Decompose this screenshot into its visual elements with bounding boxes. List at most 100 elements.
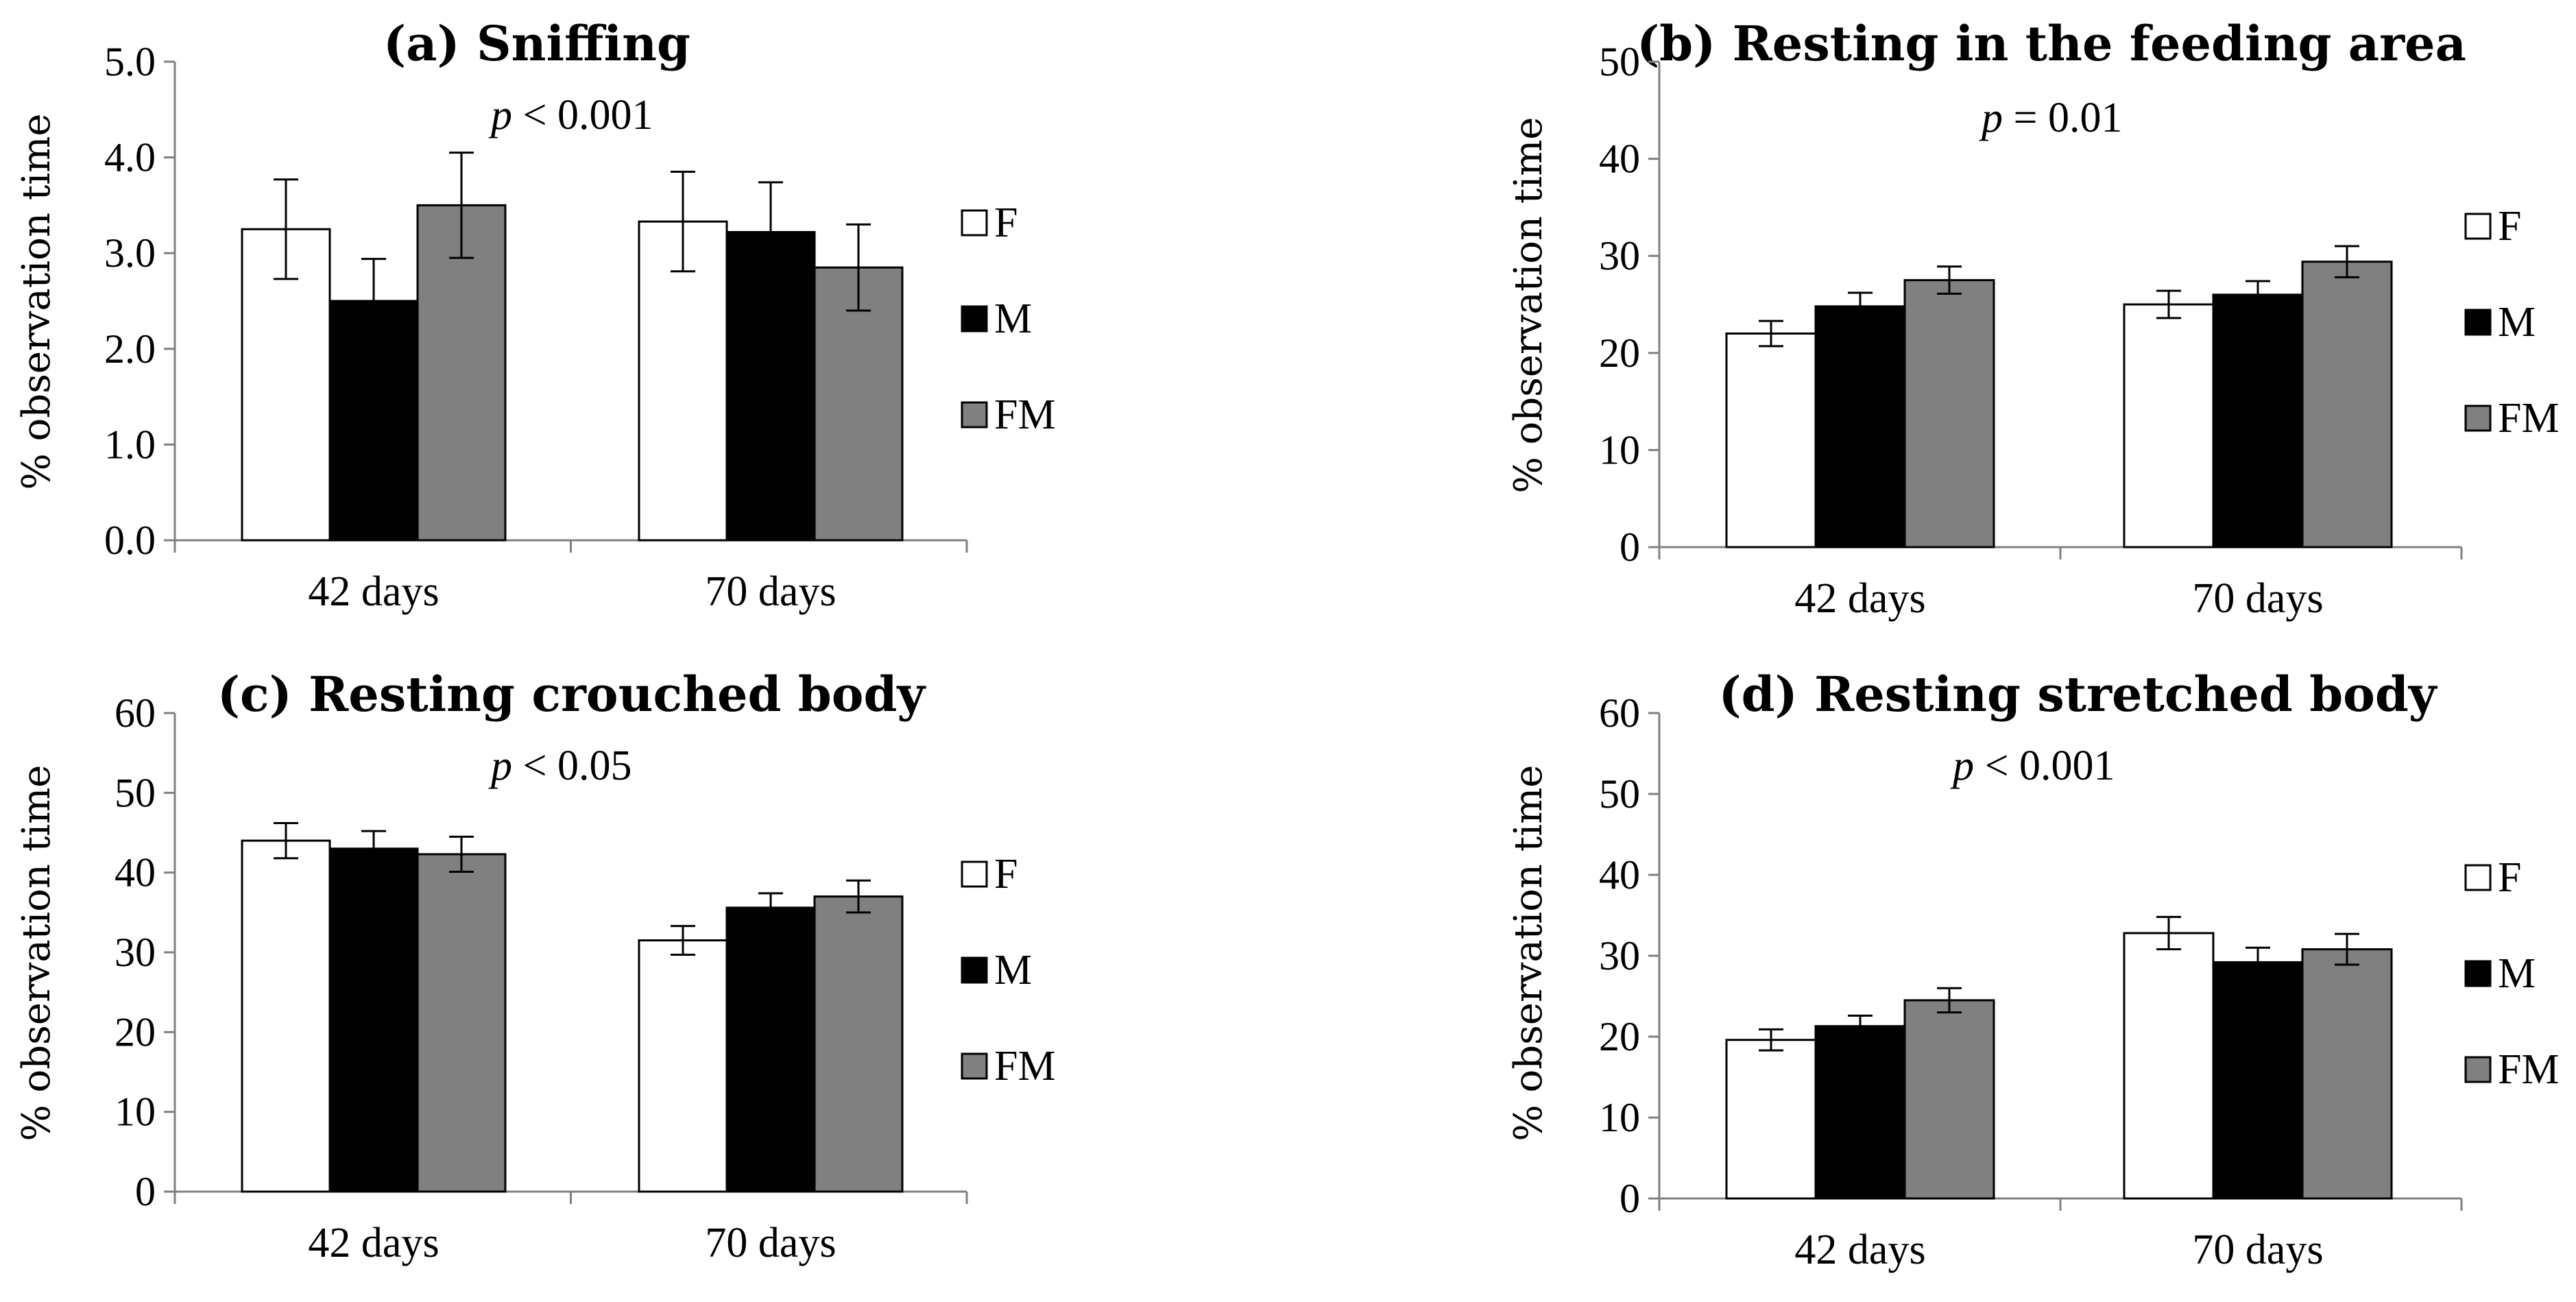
x-category-label: 70 days (705, 1220, 836, 1266)
legend-swatch-m (961, 305, 988, 333)
legend-label-fm: FM (994, 1043, 1056, 1089)
bar-f-70 (2123, 303, 2215, 548)
bar-fm-42 (416, 204, 507, 542)
y-tick-label: 40 (1599, 852, 1640, 897)
y-tick-label: 40 (1599, 136, 1640, 182)
y-tick-label: 5.0 (104, 39, 156, 84)
bar-f-70 (638, 220, 728, 542)
legend-label-fm: FM (2498, 395, 2560, 442)
y-tick-label: 0.0 (104, 518, 156, 563)
bar-f-42 (241, 228, 331, 542)
y-tick-label: 50 (115, 770, 156, 815)
bar-f-42 (1725, 332, 1817, 548)
panel-c-p-value: p < 0.05 (488, 743, 631, 789)
panel-a: (a) Sniffing p < 0.001 % observation tim… (14, 15, 1056, 615)
panel-a-plot: 0.0 1.0 2.0 3.0 4.0 5.0 42 days 70 days (104, 39, 968, 615)
panel-d-p-value: p < 0.001 (1950, 743, 2115, 789)
panel-b: (b) Resting in the feeding area p = 0.01… (1506, 15, 2560, 622)
y-tick-label: 20 (1599, 330, 1640, 376)
bar-f-42 (241, 839, 331, 1193)
bar-fm-70 (2301, 261, 2393, 548)
panel-c-legend: F M FM (961, 851, 1056, 1089)
panel-a-title: (a) Sniffing (383, 15, 690, 72)
bar-fm-42 (1903, 279, 1995, 548)
y-tick-label: 20 (115, 1009, 156, 1054)
y-tick-label: 0 (1620, 525, 1640, 570)
y-tick-label: 0 (1620, 1176, 1640, 1221)
y-tick-label: 30 (115, 930, 156, 975)
bar-fm-42 (416, 853, 507, 1193)
panel-b-legend: F M FM (2464, 203, 2560, 442)
legend-swatch-fm (961, 401, 988, 429)
bar-f-42 (1725, 1039, 1817, 1200)
bar-m-70 (2212, 293, 2304, 548)
legend-label-m: M (2498, 299, 2536, 346)
legend-swatch-f (961, 860, 988, 888)
panel-c-title: (c) Resting crouched body (217, 666, 927, 723)
legend-label-f: F (994, 200, 1018, 246)
bar-m-70 (725, 906, 816, 1193)
legend-swatch-fm (2464, 1056, 2492, 1083)
legend-swatch-m (2464, 309, 2492, 336)
y-tick-label: 30 (1599, 233, 1640, 278)
x-category-label: 42 days (308, 1220, 439, 1266)
y-tick-label: 2.0 (104, 326, 156, 372)
y-tick-label: 40 (115, 850, 156, 895)
panel-b-p-value: p = 0.01 (1979, 95, 2122, 141)
legend-label-m: M (994, 947, 1032, 993)
legend-swatch-f (2464, 213, 2492, 240)
y-tick-label: 10 (1599, 427, 1640, 472)
y-tick-label: 4.0 (104, 135, 156, 180)
y-tick-label: 3.0 (104, 230, 156, 276)
bar-fm-70 (2301, 948, 2393, 1200)
legend-swatch-m (2464, 960, 2492, 987)
legend-swatch-f (961, 209, 988, 237)
panel-d-legend: F M FM (2464, 854, 2560, 1093)
x-category-label: 70 days (2192, 1227, 2323, 1273)
x-category-label: 42 days (308, 568, 439, 615)
bar-f-70 (638, 939, 728, 1193)
legend-label-fm: FM (2498, 1046, 2560, 1093)
y-tick-label: 10 (115, 1089, 156, 1135)
y-tick-label: 60 (115, 690, 156, 736)
y-tick-label: 10 (1599, 1095, 1640, 1140)
panel-b-y-axis-label: % observation time (1506, 117, 1551, 494)
y-tick-label: 50 (1599, 771, 1640, 817)
legend-label-fm: FM (994, 391, 1056, 438)
panel-c-plot: 0 10 20 30 40 50 60 42 days 70 days (115, 690, 968, 1266)
bar-fm-70 (813, 895, 904, 1193)
panel-b-plot: 0 10 20 30 40 50 42 days 70 days (1599, 39, 2463, 622)
panel-b-title: (b) Resting in the feeding area (1637, 15, 2466, 72)
y-tick-label: 30 (1599, 933, 1640, 978)
x-category-label: 70 days (705, 568, 836, 615)
panel-c-y-axis-label: % observation time (14, 765, 59, 1142)
panel-d-plot: 0 10 20 30 40 50 60 42 days 70 days (1599, 690, 2463, 1273)
panel-a-p-value: p < 0.001 (488, 92, 653, 138)
panel-a-legend: F M FM (961, 200, 1056, 438)
x-category-label: 42 days (1794, 1227, 1925, 1273)
bar-fm-42 (1903, 999, 1995, 1200)
legend-swatch-fm (2464, 405, 2492, 432)
legend-label-f: F (2498, 203, 2521, 250)
bar-m-42 (1814, 305, 1906, 548)
x-category-label: 42 days (1794, 575, 1925, 622)
legend-label-m: M (994, 296, 1032, 342)
panel-a-y-axis-label: % observation time (14, 114, 59, 490)
legend-label-f: F (994, 851, 1018, 897)
legend-label-f: F (2498, 854, 2521, 901)
legend-swatch-m (961, 956, 988, 984)
panel-c: (c) Resting crouched body p < 0.05 % obs… (14, 666, 1056, 1266)
panel-d-y-axis-label: % observation time (1506, 765, 1551, 1142)
legend-swatch-f (2464, 864, 2492, 891)
legend-swatch-fm (961, 1052, 988, 1080)
y-tick-label: 60 (1599, 690, 1640, 736)
y-tick-label: 50 (1599, 39, 1640, 84)
legend-label-m: M (2498, 950, 2536, 997)
bar-f-70 (2123, 932, 2215, 1200)
panel-d-title: (d) Resting stretched body (1719, 666, 2438, 723)
bar-m-70 (2212, 961, 2304, 1200)
bar-m-42 (328, 847, 419, 1193)
y-tick-label: 20 (1599, 1014, 1640, 1059)
x-category-label: 70 days (2192, 575, 2323, 622)
